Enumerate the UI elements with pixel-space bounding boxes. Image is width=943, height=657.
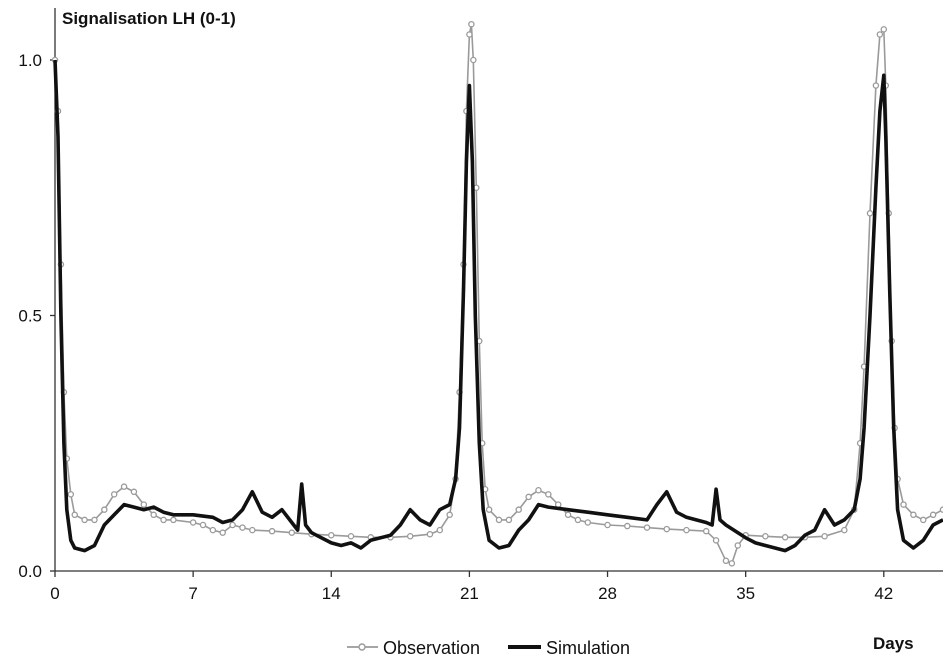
observation-point bbox=[900, 501, 907, 508]
observation-point bbox=[939, 506, 943, 513]
observation-point bbox=[876, 31, 884, 38]
observation-point bbox=[728, 560, 736, 567]
observation-point bbox=[781, 534, 789, 541]
observation-line bbox=[54, 24, 943, 565]
x-tick-label: 42 bbox=[874, 584, 893, 603]
y-tick-label: 0.5 bbox=[18, 307, 42, 326]
y-axis-label: Signalisation LH (0-1) bbox=[62, 9, 236, 28]
observation-point bbox=[545, 491, 552, 498]
series-observation bbox=[51, 20, 943, 567]
observation-point bbox=[328, 531, 335, 539]
observation-point bbox=[209, 526, 217, 534]
observation-point bbox=[525, 493, 532, 501]
observation-point bbox=[702, 527, 710, 535]
observation-point bbox=[71, 511, 78, 519]
observation-point bbox=[268, 527, 276, 535]
observation-point bbox=[219, 529, 226, 536]
legend: Observation Simulation bbox=[347, 638, 630, 657]
observation-point bbox=[101, 506, 108, 513]
x-tick-label: 28 bbox=[598, 584, 617, 603]
observation-point bbox=[722, 557, 730, 565]
observation-point bbox=[663, 525, 670, 533]
x-tick-label: 14 bbox=[322, 584, 341, 603]
observation-point bbox=[170, 516, 177, 524]
observation-point bbox=[515, 506, 522, 513]
observation-point bbox=[110, 491, 118, 498]
observation-point bbox=[199, 521, 207, 529]
observation-point bbox=[426, 530, 434, 538]
observation-point bbox=[189, 519, 197, 526]
observation-point bbox=[841, 526, 848, 534]
x-tick-label: 0 bbox=[50, 584, 59, 603]
observation-point bbox=[81, 516, 88, 524]
observation-point bbox=[604, 521, 611, 529]
observation-point bbox=[229, 521, 236, 529]
observation-point bbox=[347, 533, 355, 540]
series-layer bbox=[51, 20, 943, 567]
observation-point bbox=[67, 491, 75, 498]
observation-point bbox=[495, 516, 503, 524]
observation-point bbox=[920, 516, 927, 524]
observation-point bbox=[91, 516, 98, 524]
observation-point bbox=[249, 526, 256, 534]
observation-point bbox=[446, 511, 453, 519]
legend-observation-label: Observation bbox=[383, 638, 480, 657]
y-tick-label: 0.0 bbox=[18, 562, 42, 581]
observation-point bbox=[130, 488, 138, 496]
observation-point bbox=[762, 533, 769, 540]
observation-point bbox=[734, 542, 742, 549]
observation-point bbox=[574, 516, 582, 524]
observation-point bbox=[683, 526, 690, 534]
observation-point bbox=[821, 533, 828, 540]
observation-point bbox=[470, 56, 477, 64]
observation-point bbox=[505, 516, 513, 524]
observation-point bbox=[120, 483, 128, 490]
observation-point bbox=[643, 524, 651, 531]
simulation-line bbox=[53, 59, 943, 553]
observation-point bbox=[929, 511, 937, 519]
x-tick-label: 7 bbox=[188, 584, 197, 603]
axes: 0.0 0.5 1.0 0 7 14 21 28 35 42 bbox=[18, 8, 943, 603]
observation-point bbox=[910, 511, 917, 519]
observation-point bbox=[584, 519, 592, 526]
series-simulation bbox=[53, 59, 943, 553]
observation-point bbox=[485, 506, 493, 513]
x-axis-label: Days bbox=[873, 634, 914, 653]
observation-point bbox=[239, 524, 246, 531]
x-tick-label: 21 bbox=[460, 584, 479, 603]
observation-point bbox=[140, 501, 148, 508]
observation-point bbox=[436, 526, 444, 534]
observation-point bbox=[880, 26, 888, 33]
y-tick-label: 1.0 bbox=[18, 51, 42, 70]
observation-point bbox=[712, 537, 720, 544]
observation-point bbox=[160, 516, 167, 524]
legend-observation-marker bbox=[358, 643, 366, 651]
observation-point bbox=[535, 487, 542, 494]
observation-point bbox=[288, 529, 296, 536]
observation-point bbox=[468, 20, 475, 28]
legend-simulation-label: Simulation bbox=[546, 638, 630, 657]
observation-point bbox=[150, 511, 157, 519]
observation-point bbox=[624, 522, 631, 530]
x-tick-label: 35 bbox=[736, 584, 755, 603]
observation-point bbox=[466, 31, 473, 38]
observation-point bbox=[406, 533, 414, 540]
observation-point bbox=[866, 210, 874, 217]
observation-point bbox=[872, 82, 880, 89]
observation-point bbox=[564, 511, 572, 519]
